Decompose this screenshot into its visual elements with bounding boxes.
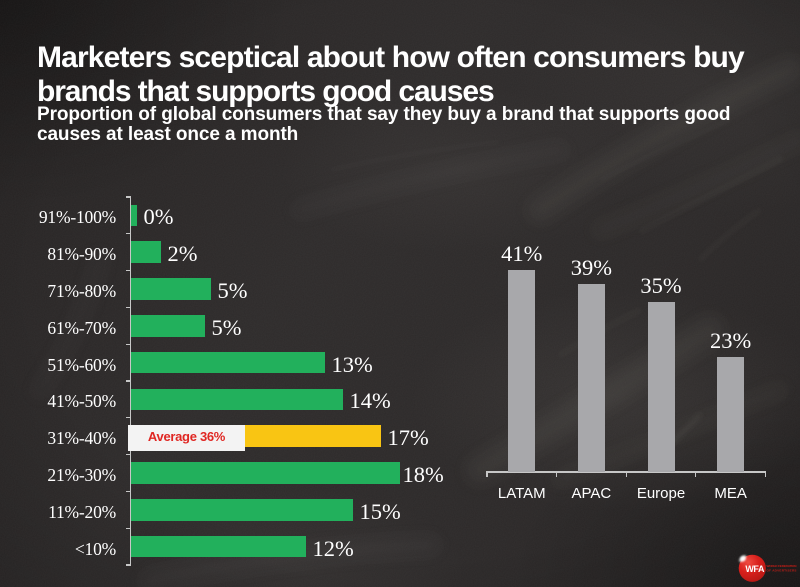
svg-text:WORLD FEDERATION: WORLD FEDERATION [767, 564, 798, 568]
svg-text:WFA: WFA [745, 564, 765, 574]
svg-text:OF ADVERTISERS: OF ADVERTISERS [767, 568, 797, 572]
